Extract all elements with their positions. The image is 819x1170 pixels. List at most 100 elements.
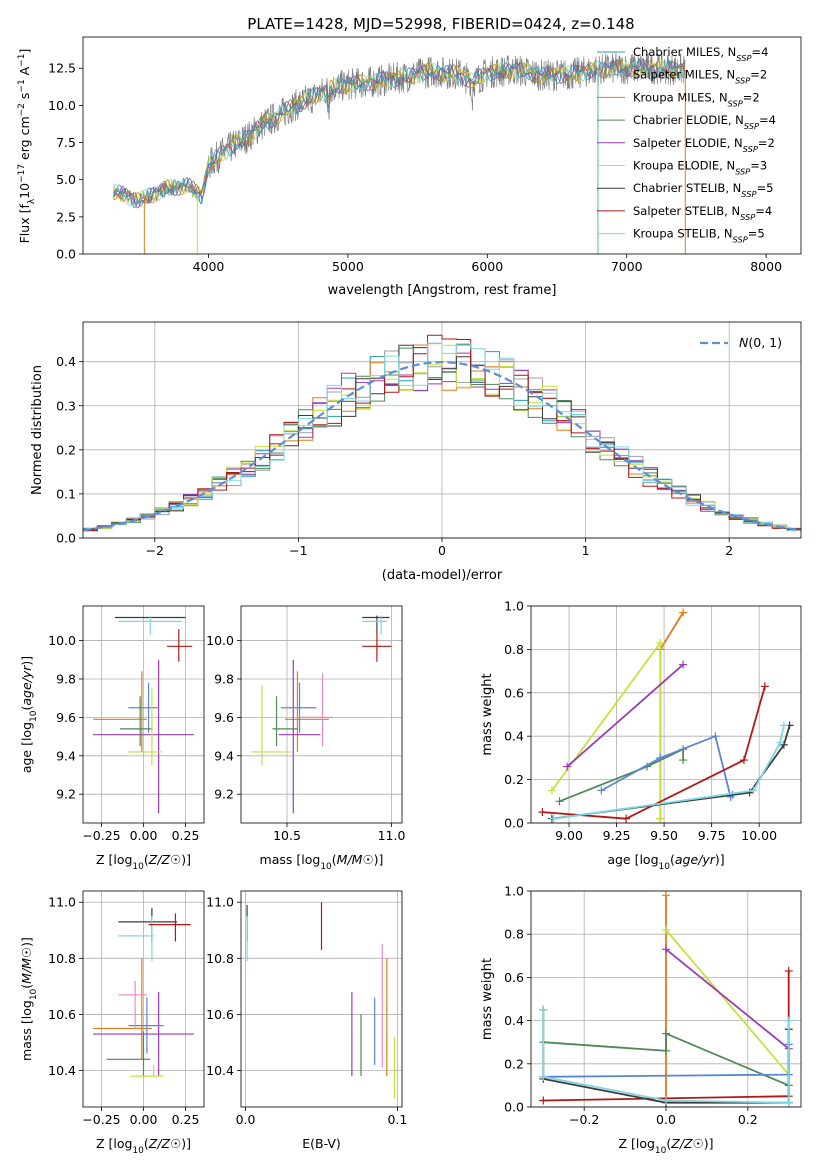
y-tick-label: 0.2 [56,442,76,457]
y-tick-label: 2.5 [56,209,76,224]
x-tick-label: 0.25 [172,828,200,843]
legend-label: Salpeter MILES, NSSP=2 [633,68,767,86]
y-axis-label: Normed distribution [30,365,45,495]
weight-point [539,1096,548,1105]
ebv_mass-panel: 0.0 0.1 10.4 10.6 10.8 11.0 E(B-V) [206,890,407,1151]
label-part: Z [log [96,852,132,867]
label-part: mass [log [260,852,321,867]
histogram-series-salpeter_stelib [83,334,801,532]
weight-series-salpeter_elodie [566,663,684,768]
label-part: M/M☉ [337,852,374,867]
legend-label: Chabrier ELODIE, NSSP=4 [633,113,776,131]
y-axis-label: age [log10(age/yr)] [19,656,39,773]
label-part: )] [181,852,191,867]
weight-point [662,1096,670,1105]
weight-point [539,1072,548,1081]
x-tick-label: 9.00 [555,828,583,843]
weight-point [776,738,785,747]
weight-point [760,682,769,691]
label-part: Salpeter STELIB, N [633,204,740,218]
x-tick-label: 5000 [332,259,364,274]
label-part: ( [332,852,337,867]
y-tick-label: 9.2 [214,787,234,802]
x-axis-label: E(B-V) [302,1136,341,1151]
label-part: 10 [29,988,39,1000]
label-part: ( [19,984,34,989]
x-tick-label: 0.0 [236,1112,256,1127]
y-tick-label: 0.0 [56,531,76,546]
x-axis-label: Z [log10(Z/Z☉)] [618,1136,713,1156]
y-tick-label: 0.8 [504,927,524,942]
label-part: −17 [17,164,27,183]
y-tick-label: 5.0 [56,172,76,187]
weight-series-kroupa_stelib [553,725,785,820]
label-part: SSP [744,121,759,131]
y-tick-label: 9.6 [214,710,234,725]
label-part: =5 [748,227,765,241]
y-tick-label: 9.8 [56,671,76,686]
x-tick-label: −2 [146,543,164,558]
y-tick-label: 1.0 [504,884,524,899]
weight-point [679,660,688,669]
weight-series-blue [600,734,734,799]
label-part: s [17,93,32,104]
y-tick-label: 10.6 [206,1007,234,1022]
gaussian-curve [82,360,802,532]
x-tick-label: 4000 [193,259,225,274]
weight-point [739,756,748,765]
y-axis-label: Flux [fλ10−17 erg cm−2 s−1 A−1] [17,49,37,244]
weight-point [784,1016,793,1025]
label-part: ( [670,852,675,867]
y-tick-label: 0.1 [56,486,76,501]
label-part: erg cm [17,116,32,164]
label-part: SSP [741,189,756,199]
label-part: Kroupa MILES, N [633,90,728,104]
label-part: age/yr [675,852,716,867]
x-tick-label: −0.25 [82,1112,120,1127]
label-part: SSP [733,235,748,245]
x-tick-label: 2 [725,543,733,558]
histogram-series-kroupa_stelib [83,342,801,531]
y-tick-label: 10.0 [48,98,76,113]
label-part: =4 [755,204,772,218]
label-part: )] [715,852,725,867]
legend-label: Chabrier STELIB, NSSP=5 [633,181,773,199]
label-part: Z/Z☉ [148,852,182,867]
label-part: =2 [743,90,760,104]
y-tick-label: 10.0 [206,633,234,648]
x-tick-label: 7000 [611,259,643,274]
weight-point [656,638,665,647]
label-part: 10 [132,862,144,872]
label-part: )] [181,1136,191,1151]
x-axis-label: mass [log10(M/M☉)] [260,852,384,872]
y-tick-label: 1.0 [504,599,524,614]
weight-point [784,1098,793,1107]
figure-title: PLATE=1428, MJD=52998, FIBERID=0424, z=0… [247,15,634,33]
y-tick-label: 9.6 [56,710,76,725]
label-part: ( [666,1136,671,1151]
label-part: Kroupa ELODIE, N [633,159,735,173]
y-tick-label: 9.8 [214,671,234,686]
x-tick-label: 0 [438,543,446,558]
x-tick-label: −1 [289,543,307,558]
label-part: 10 [17,183,32,199]
legend-label: Salpeter STELIB, NSSP=4 [633,204,772,222]
model-line-kroupa_elodie [113,59,686,205]
histogram-series-chabrier_stelib [83,344,801,531]
spectrum-data-line [113,51,686,207]
x-axis-label: Z [log10(Z/Z☉)] [96,1136,191,1156]
mass_age-panel: 10.5 11.0 9.2 9.4 9.6 9.8 10.0 mass [log10(M/M☉… [206,605,406,872]
legend-label: Kroupa ELODIE, NSSP=3 [633,159,767,177]
y-tick-label: 10.8 [206,951,234,966]
x-tick-label: 0.0 [656,1112,676,1127]
label-part: Chabrier ELODIE, N [633,113,744,127]
label-part: SSP [735,76,750,86]
label-part: 10 [320,862,332,872]
label-part: =4 [759,113,776,127]
x-tick-label: 9.50 [650,828,678,843]
y-tick-label: 9.4 [214,748,234,763]
label-part: =2 [750,68,767,82]
y-tick-label: 12.5 [48,61,76,76]
label-part: Chabrier STELIB, N [633,181,741,195]
